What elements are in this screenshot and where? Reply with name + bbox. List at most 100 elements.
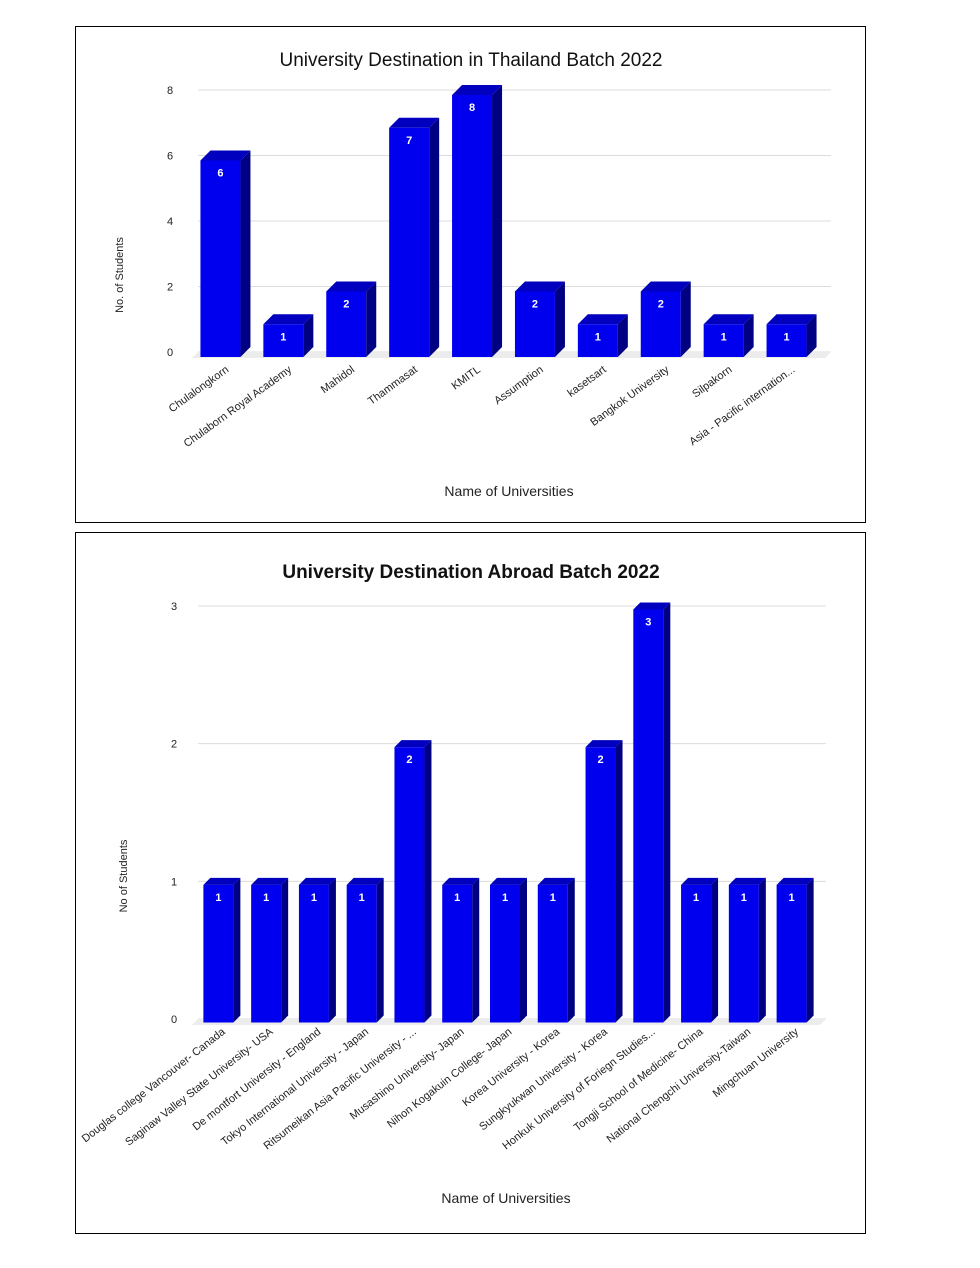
bar-side (281, 877, 289, 1023)
bar-side (376, 877, 384, 1023)
bar-side (233, 877, 241, 1023)
bar-top (633, 602, 671, 610)
bar: 1 (537, 877, 575, 1023)
bar-front (389, 127, 430, 357)
x-tick-label: Mingchuan University (711, 1026, 802, 1101)
y-tick-label: 0 (167, 347, 173, 359)
y-tick-label: 1 (171, 876, 177, 888)
bar-front (263, 324, 304, 357)
x-tick-label: Chulaborn Royal Academy (182, 363, 295, 450)
bar-front (585, 747, 616, 1023)
data-label: 1 (263, 892, 269, 904)
bar-front (514, 291, 555, 357)
bar-top (346, 877, 384, 885)
bar: 2 (640, 281, 691, 357)
data-label: 1 (789, 892, 795, 904)
data-label: 1 (693, 892, 699, 904)
bar-top (585, 740, 623, 748)
bar: 7 (389, 117, 440, 357)
chart-panel-thailand: University Destination in Thailand Batch… (75, 26, 866, 523)
y-tick-label: 2 (167, 282, 173, 294)
bar-top (263, 314, 314, 325)
bar-front (681, 884, 712, 1023)
bar-top (640, 281, 691, 292)
bar-top (251, 877, 289, 885)
bar-front (200, 160, 241, 357)
bar: 1 (577, 314, 628, 357)
bar: 1 (442, 877, 480, 1023)
bar-front (442, 884, 473, 1023)
bar-front (640, 291, 681, 357)
chart-title: University Destination Abroad Batch 2022 (282, 562, 659, 583)
bar-top (577, 314, 628, 325)
data-label: 1 (311, 892, 317, 904)
chart-abroad: University Destination Abroad Batch 2022… (80, 562, 826, 1206)
bar-front (394, 747, 425, 1023)
bar-side (617, 314, 628, 357)
bar-side (680, 281, 691, 357)
bar-side (567, 877, 575, 1023)
bar-side (758, 877, 766, 1023)
bar-side (806, 314, 817, 357)
bar: 2 (585, 740, 623, 1023)
bar: 1 (251, 877, 289, 1023)
bar: 3 (633, 602, 671, 1023)
bar-side (424, 740, 432, 1023)
bar-front (251, 884, 282, 1023)
bar-side (711, 877, 719, 1023)
bar: 1 (346, 877, 384, 1023)
bar-top (514, 281, 565, 292)
y-axis-label: No of Students (118, 839, 130, 912)
bar-top (203, 877, 241, 885)
bar-top (537, 877, 575, 885)
y-tick-label: 4 (167, 216, 173, 228)
chart-panel-abroad: University Destination Abroad Batch 2022… (75, 532, 866, 1234)
bar: 2 (514, 281, 565, 357)
x-tick-label: KMITL (450, 364, 483, 393)
bar-top (298, 877, 336, 885)
data-label: 3 (645, 617, 651, 629)
bar-side (472, 877, 480, 1023)
bar: 2 (326, 281, 377, 357)
bar-top (776, 877, 814, 885)
data-label: 1 (595, 331, 601, 343)
bar-top (389, 117, 440, 128)
bar: 1 (203, 877, 241, 1023)
data-label: 1 (721, 331, 727, 343)
chart-thailand: University Destination in Thailand Batch… (114, 50, 831, 499)
bar: 1 (703, 314, 754, 357)
data-label: 2 (532, 299, 538, 311)
bar-top (728, 877, 766, 885)
data-label: 1 (783, 331, 789, 343)
bar-top (394, 740, 432, 748)
bar-top (703, 314, 754, 325)
bar-top (681, 877, 719, 885)
bar-side (429, 117, 440, 357)
data-label: 1 (359, 892, 365, 904)
bar-top (442, 877, 480, 885)
bar-front (766, 324, 807, 357)
bar: 8 (452, 85, 503, 357)
bar-front (203, 884, 234, 1023)
data-label: 2 (658, 299, 664, 311)
y-tick-label: 3 (171, 601, 177, 613)
bar: 6 (200, 150, 251, 357)
bar-side (743, 314, 754, 357)
y-tick-label: 2 (171, 739, 177, 751)
bar-side (366, 281, 377, 357)
bar-top (766, 314, 817, 325)
bar: 1 (263, 314, 314, 357)
y-tick-label: 6 (167, 151, 173, 163)
bar-side (520, 877, 527, 1023)
y-tick-label: 0 (171, 1014, 177, 1026)
data-label: 6 (217, 168, 223, 180)
bar-front (490, 884, 520, 1023)
x-tick-label: Chulalongkorn (167, 364, 231, 415)
bar: 1 (298, 877, 336, 1023)
bar-side (492, 85, 503, 357)
chart-title: University Destination in Thailand Batch… (279, 50, 662, 71)
data-label: 1 (280, 331, 286, 343)
data-label: 8 (469, 102, 475, 114)
data-label: 1 (454, 892, 460, 904)
bar-front (703, 324, 744, 357)
